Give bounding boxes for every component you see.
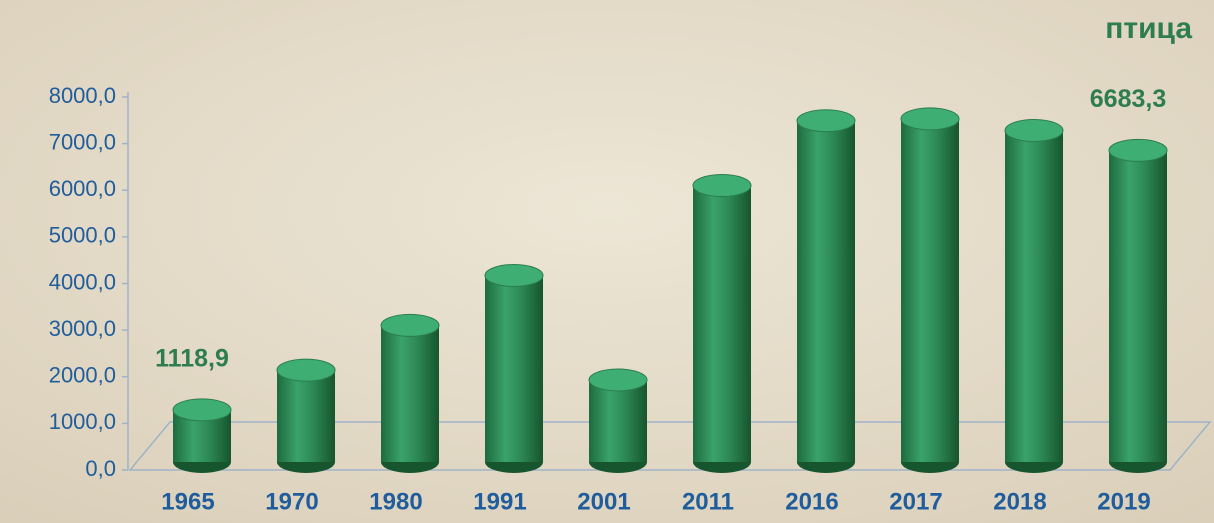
bar bbox=[172, 398, 232, 473]
bar bbox=[588, 368, 648, 473]
bar-top bbox=[588, 368, 648, 392]
bar-top bbox=[1108, 138, 1168, 162]
bar bbox=[484, 264, 544, 473]
bar bbox=[692, 174, 752, 473]
bar-body bbox=[381, 325, 439, 462]
bar-body bbox=[485, 275, 543, 462]
bar bbox=[276, 358, 336, 473]
value-label: 6683,3 bbox=[1090, 85, 1166, 113]
bar-top bbox=[172, 398, 232, 422]
y-tick-label: 8000,0 bbox=[49, 83, 116, 108]
y-tick-label: 5000,0 bbox=[49, 223, 116, 248]
bar-body bbox=[901, 118, 959, 462]
chart-title: птица bbox=[1105, 12, 1192, 45]
bar-body bbox=[277, 370, 335, 462]
y-tick-label: 0,0 bbox=[85, 456, 116, 481]
x-tick-label: 1980 bbox=[369, 488, 422, 515]
x-tick-label: 1991 bbox=[473, 488, 526, 515]
x-tick-label: 1965 bbox=[161, 488, 214, 515]
x-tick-label: 2018 bbox=[993, 488, 1046, 515]
bar-body bbox=[797, 120, 855, 462]
bar bbox=[380, 313, 440, 473]
bar-body bbox=[693, 185, 751, 463]
bar bbox=[1108, 138, 1168, 473]
bar-body bbox=[1109, 150, 1167, 462]
y-tick-label: 7000,0 bbox=[49, 129, 116, 154]
bar-top bbox=[900, 107, 960, 131]
bar bbox=[1004, 118, 1064, 473]
bar-body bbox=[589, 379, 647, 462]
bar-top bbox=[692, 174, 752, 198]
bar-top bbox=[484, 264, 544, 287]
x-tick-label: 2016 bbox=[785, 488, 838, 515]
x-tick-label: 2011 bbox=[682, 488, 734, 515]
x-tick-label: 2001 bbox=[577, 488, 630, 515]
bar-top bbox=[276, 358, 336, 382]
bar-body bbox=[1005, 130, 1063, 462]
bar-top bbox=[796, 109, 856, 133]
y-tick-label: 3000,0 bbox=[49, 316, 116, 341]
value-label: 1118,9 bbox=[155, 344, 229, 372]
y-tick-label: 1000,0 bbox=[49, 409, 116, 434]
y-tick-label: 2000,0 bbox=[49, 363, 116, 388]
y-tick-label: 6000,0 bbox=[49, 176, 116, 201]
x-tick-label: 2019 bbox=[1097, 488, 1150, 515]
y-tick-label: 4000,0 bbox=[49, 269, 116, 294]
x-tick-label: 2017 bbox=[889, 488, 942, 515]
bar-top bbox=[380, 313, 440, 337]
bar bbox=[796, 109, 856, 473]
bar-top bbox=[1004, 118, 1064, 142]
x-tick-label: 1970 bbox=[265, 488, 318, 515]
bar bbox=[900, 107, 960, 473]
